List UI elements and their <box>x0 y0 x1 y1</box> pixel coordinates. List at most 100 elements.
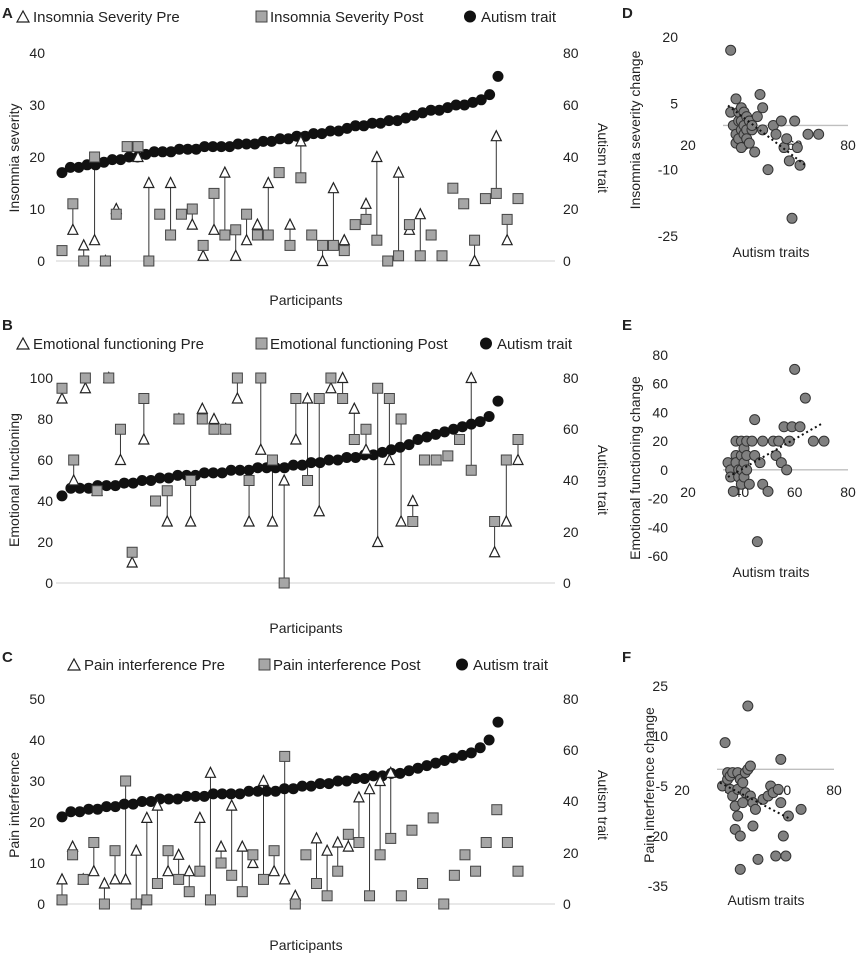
autism-trait-point <box>270 785 282 797</box>
post-score-point <box>103 372 115 384</box>
autism-trait-point <box>367 449 379 461</box>
autism-trait-point <box>163 472 175 484</box>
pre-score-point <box>301 391 314 404</box>
post-score-point <box>114 423 126 435</box>
post-score-point <box>512 865 524 877</box>
legend-trait-marker <box>456 658 468 671</box>
post-score-point <box>208 423 220 435</box>
panel-a-legend-trait: Autism trait <box>481 9 557 26</box>
panel-c-y2tick: 20 <box>563 845 579 861</box>
panel-e: E Emotional functioning change Autism tr… <box>622 317 856 580</box>
panel-c-y2tick: 40 <box>563 793 579 809</box>
change-point <box>795 803 807 815</box>
pre-score-point <box>284 217 296 230</box>
panel-b-ytick: 60 <box>37 452 53 468</box>
panel-b: B Emotional functioning Pre Emotional fu… <box>2 317 611 636</box>
post-score-point <box>266 454 278 466</box>
autism-trait-point <box>165 146 177 158</box>
change-point <box>818 435 830 447</box>
panel-a-legend: Insomnia Severity Pre Insomnia Severity … <box>15 9 557 26</box>
autism-trait-point <box>376 446 388 458</box>
pre-score-point <box>278 872 291 885</box>
panel-b-legend-post: Emotional functioning Post <box>270 336 448 353</box>
pre-score-point <box>327 181 340 194</box>
post-score-point <box>349 219 361 231</box>
autism-trait-point <box>358 120 370 132</box>
pre-score-point <box>208 222 220 235</box>
pre-score-point <box>262 176 275 189</box>
autism-trait-point <box>433 104 445 116</box>
panel-c-y-ticks: 0 10 20 30 40 50 <box>29 691 45 912</box>
panel-c-ytick: 50 <box>29 691 45 707</box>
autism-trait-point <box>157 146 169 158</box>
pre-score-point <box>66 222 79 235</box>
pre-score-point <box>500 514 513 527</box>
post-score-point <box>194 865 206 877</box>
change-point <box>751 536 763 548</box>
change-point <box>719 737 731 749</box>
panel-c-y2-ticks: 0 20 40 60 80 <box>563 691 579 912</box>
panel-a-ytick: 10 <box>29 201 45 217</box>
pre-score-point <box>137 432 150 445</box>
change-point <box>775 797 787 809</box>
panel-b-ytick: 0 <box>45 575 53 591</box>
change-point <box>747 820 759 832</box>
pre-score-point <box>204 765 217 778</box>
pre-score-point <box>324 381 337 394</box>
pre-score-point <box>336 371 349 384</box>
autism-trait-point <box>207 467 219 479</box>
pre-score-point <box>126 555 139 568</box>
autism-trait-point <box>249 138 261 150</box>
autism-trait-point <box>412 434 424 445</box>
panel-d-letter: D <box>622 5 633 22</box>
post-score-point <box>175 208 187 220</box>
autism-trait-point <box>216 467 228 479</box>
panel-c-legend-pre: Pain interference Pre <box>84 657 225 674</box>
pre-score-point <box>468 254 481 267</box>
autism-trait-point <box>145 475 157 486</box>
post-score-point <box>300 849 312 861</box>
change-point <box>773 435 785 447</box>
post-score-point <box>132 141 144 153</box>
autism-trait-point <box>252 785 264 797</box>
autism-trait-point <box>266 135 278 147</box>
change-point <box>742 700 754 712</box>
autism-trait-point <box>408 109 420 121</box>
autism-trait-point <box>278 462 290 474</box>
post-score-point <box>383 393 395 404</box>
autism-trait-point <box>465 747 477 759</box>
autism-trait-point <box>439 755 451 766</box>
ytick-label: 80 <box>652 347 668 363</box>
panel-b-y2tick: 40 <box>563 472 579 488</box>
panel-d: D Insomnia severity change Autism traits… <box>622 5 856 260</box>
post-score-point <box>480 837 492 848</box>
autism-trait-point <box>252 462 264 474</box>
panel-b-y2tick: 60 <box>563 421 579 437</box>
autism-trait-point <box>483 410 495 422</box>
legend-trait-marker <box>480 337 492 350</box>
change-point <box>813 128 825 140</box>
panel-b-y2tick: 0 <box>563 575 571 591</box>
change-point <box>780 850 792 862</box>
pre-score-point <box>236 839 249 852</box>
panel-f-letter: F <box>622 649 631 666</box>
pre-score-point <box>229 248 242 261</box>
post-score-point <box>98 898 110 910</box>
autism-trait-point <box>173 143 185 155</box>
post-score-point <box>414 250 426 262</box>
change-point <box>757 435 769 447</box>
autism-trait-point <box>492 395 504 407</box>
post-score-point <box>204 894 216 906</box>
panel-c-plot <box>56 716 524 910</box>
pre-score-point <box>501 233 514 246</box>
autism-trait-point <box>391 115 403 127</box>
autism-trait-point <box>421 760 433 772</box>
autism-trait-point <box>323 454 335 466</box>
autism-trait-point <box>216 788 228 800</box>
autism-trait-point <box>341 122 353 134</box>
pre-score-point <box>383 453 396 466</box>
change-point <box>770 128 782 140</box>
post-score-point <box>512 193 524 205</box>
pre-score-point <box>98 876 111 889</box>
